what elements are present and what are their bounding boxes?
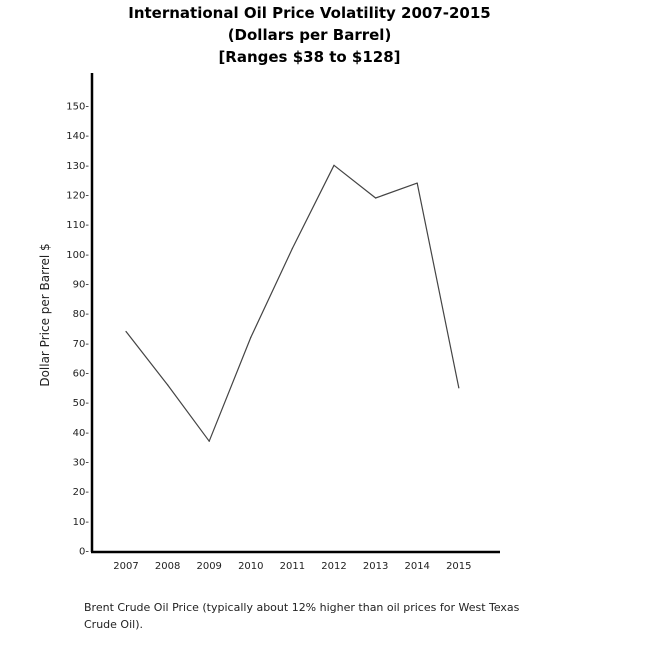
- y-tick-label: 90-: [73, 280, 90, 291]
- y-tick-label: 10-: [73, 517, 90, 528]
- y-tick-label: 60-: [73, 369, 90, 380]
- x-tick-label: 2013: [363, 561, 388, 572]
- y-tick-label: 130-: [66, 161, 89, 172]
- x-tick-label: 2007: [113, 561, 138, 572]
- data-point: [250, 336, 252, 338]
- data-point: [375, 197, 377, 199]
- data-point: [416, 182, 418, 184]
- x-tick-label: 2012: [321, 561, 346, 572]
- series-line: [125, 164, 460, 442]
- x-axis: 2007 2008 2009 2010 2011 2012 2013 2014 2015: [91, 550, 500, 572]
- y-tick-label: 50-: [73, 398, 90, 409]
- x-tick-label: 2014: [404, 561, 429, 572]
- y-axis: 0- 10- 20- 30- 40- 50- 60- 70- 80- 90- 100- 110- 120…: [66, 73, 94, 558]
- y-tick-label: 120-: [66, 191, 89, 202]
- y-tick-label: 0-: [79, 547, 89, 558]
- x-tick-label: 2015: [446, 561, 471, 572]
- y-tick-label: 40-: [73, 428, 90, 439]
- chart-title-line-1: International Oil Price Volatility 2007-…: [128, 4, 491, 22]
- y-axis-title: Dollar Price per Barrel $: [38, 243, 52, 386]
- y-tick-label: 140-: [66, 131, 89, 142]
- y-tick-label: 70-: [73, 339, 90, 350]
- y-tick-label: 20-: [73, 487, 90, 498]
- y-tick-label: 110-: [66, 220, 89, 231]
- y-tick-label: 80-: [73, 309, 90, 320]
- chart-title: International Oil Price Volatility 2007-…: [0, 2, 649, 68]
- x-tick-label: 2010: [238, 561, 263, 572]
- data-point: [125, 330, 127, 333]
- y-tick-label: 150-: [66, 102, 89, 113]
- chart-title-line-3: [Ranges $38 to $128]: [218, 48, 401, 66]
- data-point: [167, 384, 169, 386]
- chart-caption: Brent Crude Oil Price (typically about 1…: [84, 601, 520, 631]
- data-point: [333, 164, 335, 166]
- y-tick-label: 100-: [66, 250, 89, 261]
- x-tick-label: 2009: [196, 561, 221, 572]
- data-point: [291, 247, 293, 249]
- data-point: [208, 440, 210, 442]
- x-tick-label: 2011: [280, 561, 305, 572]
- x-tick-label: 2008: [155, 561, 180, 572]
- series-group: [125, 164, 460, 442]
- chart-title-line-2: (Dollars per Barrel): [227, 26, 392, 44]
- y-tick-label: 30-: [73, 458, 90, 469]
- data-point: [458, 387, 460, 389]
